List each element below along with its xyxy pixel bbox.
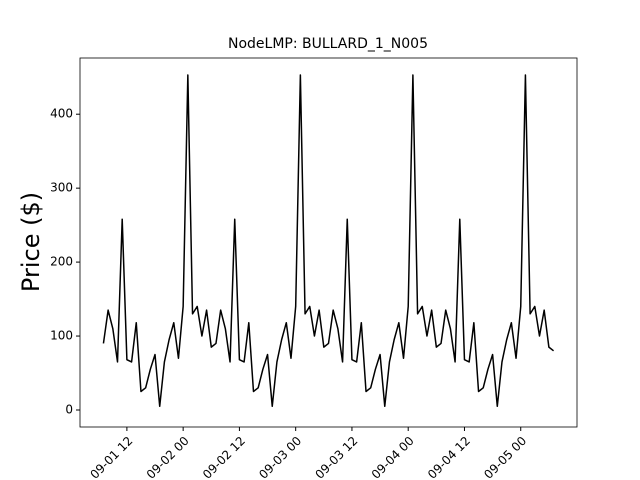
chart-title: NodeLMP: BULLARD_1_N005 bbox=[228, 36, 428, 52]
price-line bbox=[102, 74, 555, 408]
y-axis-label: Price ($) bbox=[17, 192, 45, 292]
y-tick-label: 400 bbox=[50, 107, 73, 121]
plot-frame bbox=[79, 57, 578, 428]
y-tick-label: 200 bbox=[50, 255, 73, 269]
y-tick-label: 100 bbox=[50, 329, 73, 343]
y-tick-label: 0 bbox=[65, 402, 73, 416]
y-tick-label: 300 bbox=[50, 181, 73, 195]
